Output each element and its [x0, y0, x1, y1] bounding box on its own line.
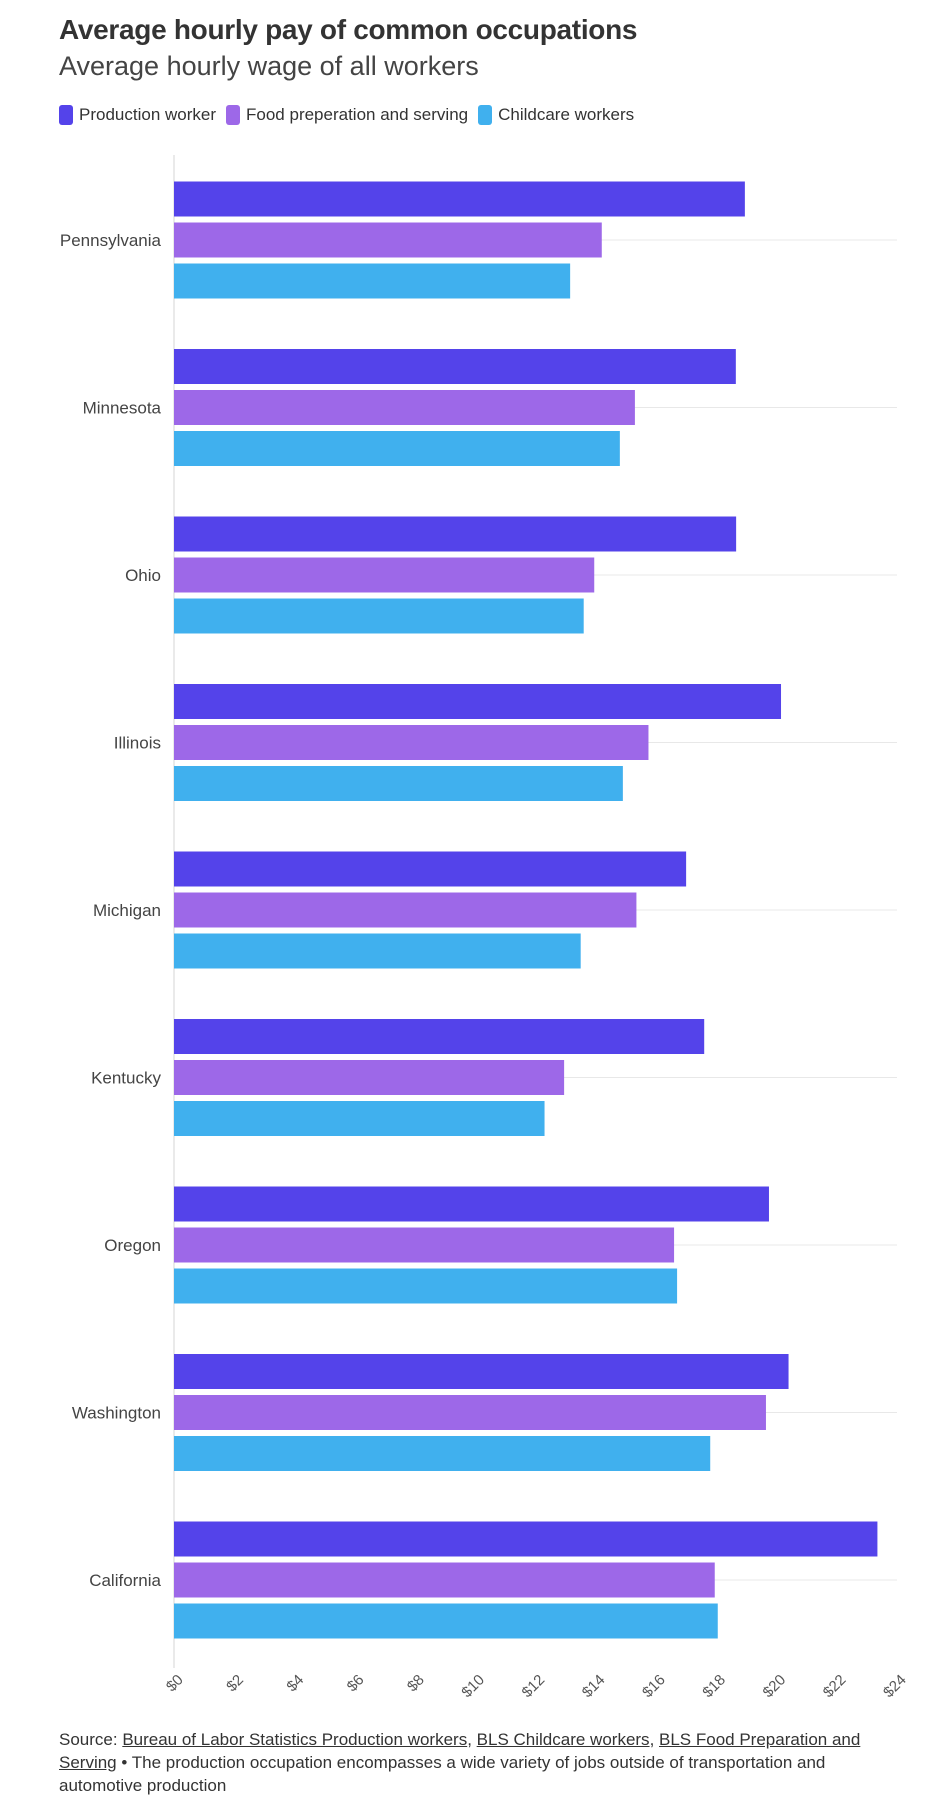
bar — [174, 851, 687, 887]
category-label: Illinois — [114, 734, 161, 753]
bar — [174, 431, 620, 466]
chart-title: Average hourly pay of common occupations — [59, 14, 638, 45]
bar — [174, 892, 637, 928]
source-link-childcare[interactable]: BLS Childcare workers — [476, 1730, 650, 1749]
bar — [174, 181, 745, 217]
x-tick-label: $20 — [760, 1671, 790, 1701]
source-note-text: • The production occupation encompasses … — [59, 1753, 826, 1795]
bar — [174, 349, 736, 384]
x-tick-label: $4 — [283, 1671, 307, 1695]
bar-chart: Pennsylvania Minnesota Ohio Illinois Michiga… — [60, 155, 910, 1701]
bar — [174, 725, 649, 760]
bar — [174, 1268, 678, 1304]
legend-item-food[interactable]: Food preperation and serving — [226, 105, 468, 125]
legend: Production worker Food preperation and s… — [59, 105, 634, 125]
source-sep-1: , — [467, 1730, 477, 1749]
bar — [174, 222, 602, 258]
category-label: Pennsylvania — [60, 231, 162, 250]
category-label: California — [89, 1571, 161, 1590]
bar — [174, 1395, 766, 1430]
bar — [174, 557, 595, 593]
legend-label-childcare: Childcare workers — [498, 105, 635, 124]
legend-item-childcare[interactable]: Childcare workers — [478, 105, 634, 125]
category-label: Ohio — [125, 566, 161, 585]
bar — [174, 1436, 711, 1471]
bar — [174, 1227, 675, 1263]
legend-label-food: Food preperation and serving — [246, 105, 469, 124]
x-tick-label: $10 — [458, 1671, 488, 1701]
category-label: Oregon — [104, 1236, 161, 1255]
bar — [174, 1186, 769, 1222]
category-label: Michigan — [93, 901, 161, 920]
bar — [174, 1521, 878, 1557]
x-tick-label: $16 — [639, 1671, 669, 1701]
category-label: Washington — [72, 1404, 161, 1423]
x-tick-label: $22 — [820, 1671, 850, 1701]
bar — [174, 598, 584, 634]
x-tick-label: $18 — [699, 1671, 729, 1701]
bar — [174, 1603, 718, 1639]
x-tick-label: $2 — [223, 1671, 247, 1695]
bar — [174, 1101, 545, 1136]
bar — [174, 1019, 705, 1054]
source-note: Source: Bureau of Labor Statistics Produ… — [59, 1728, 889, 1797]
source-link-production[interactable]: Bureau of Labor Statistics Production wo… — [122, 1730, 468, 1749]
bar — [174, 1562, 715, 1598]
bar — [174, 516, 737, 552]
category-label: Minnesota — [83, 399, 162, 418]
bar — [174, 1354, 789, 1389]
bar — [174, 933, 581, 969]
source-sep-2: , — [649, 1730, 660, 1749]
x-tick-label: $6 — [344, 1671, 368, 1695]
x-tick-label: $8 — [404, 1671, 428, 1695]
source-link-food[interactable]: BLS Food Preparation and Serving — [59, 1730, 861, 1772]
x-tick-label: $12 — [519, 1671, 549, 1701]
legend-item-production[interactable]: Production worker — [59, 105, 216, 125]
legend-swatch-childcare — [478, 105, 493, 125]
legend-swatch-food — [226, 105, 241, 125]
bar — [174, 263, 571, 299]
legend-swatch-production — [59, 105, 73, 125]
bar — [174, 390, 635, 425]
legend-label-production: Production worker — [79, 105, 217, 124]
chart-subtitle: Average hourly wage of all workers — [59, 51, 479, 81]
bar — [174, 766, 623, 801]
x-tick-label: $14 — [579, 1671, 609, 1701]
category-label: Kentucky — [91, 1069, 161, 1088]
x-tick-label: $24 — [880, 1671, 910, 1701]
bar — [174, 1060, 565, 1095]
source-prefix: Source: — [59, 1730, 123, 1749]
bar — [174, 684, 782, 719]
x-tick-label: $0 — [163, 1671, 187, 1695]
